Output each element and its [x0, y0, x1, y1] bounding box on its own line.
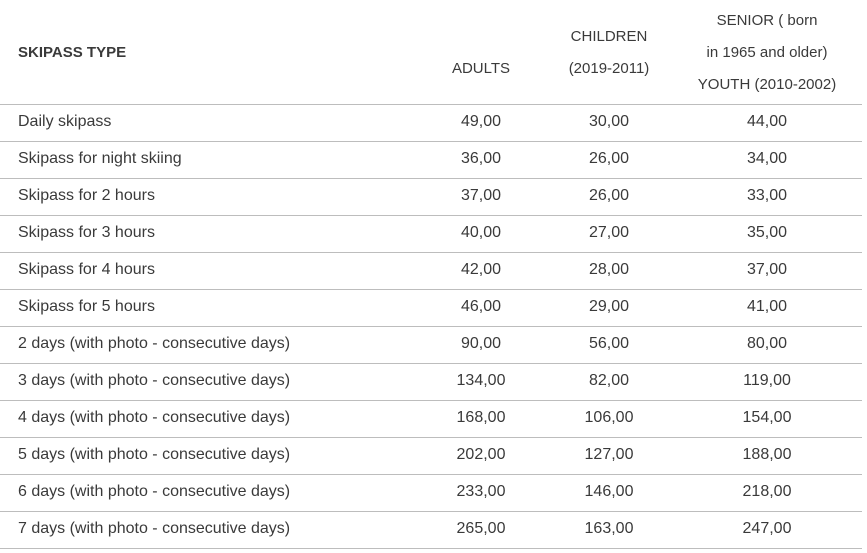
row-label: Skipass for 2 hours: [18, 187, 155, 204]
price: 188,00: [742, 446, 792, 463]
row-label: 5 days (with photo - consecutive days): [18, 446, 291, 463]
row-label: 2 days (with photo - consecutive days): [18, 335, 291, 352]
price: 127,00: [584, 446, 634, 463]
price: 49,00: [460, 113, 502, 130]
price: 40,00: [460, 224, 502, 241]
row-divider: [0, 289, 862, 290]
row-label: Skipass for 3 hours: [18, 224, 155, 241]
price: 35,00: [746, 224, 788, 241]
row-divider: [0, 141, 862, 142]
price: 37,00: [746, 261, 788, 278]
price: 33,00: [746, 187, 788, 204]
header-line: (2019-2011): [568, 60, 650, 77]
price: 146,00: [584, 483, 634, 500]
row-label: Skipass for 4 hours: [18, 261, 155, 278]
price: 30,00: [588, 113, 630, 130]
row-label: 3 days (with photo - consecutive days): [18, 372, 291, 389]
price: 44,00: [746, 113, 788, 130]
price: 34,00: [746, 150, 788, 167]
column-header: SKIPASS TYPE: [18, 37, 418, 69]
price: 202,00: [456, 446, 506, 463]
row-divider: [0, 548, 862, 549]
header-line: YOUTH (2010-2002): [697, 76, 837, 93]
row-divider: [0, 178, 862, 179]
price: 26,00: [588, 150, 630, 167]
price: 106,00: [584, 409, 634, 426]
price: 163,00: [584, 520, 634, 537]
column-header: SENIOR ( born in 1965 and older) YOUTH (20…: [676, 5, 858, 101]
row-divider: [0, 215, 862, 216]
row-divider: [0, 363, 862, 364]
column-header: CHILDREN (2019-2011): [542, 21, 676, 85]
price: 41,00: [746, 298, 788, 315]
price: 80,00: [746, 335, 788, 352]
row-divider: [0, 326, 862, 327]
price: 37,00: [460, 187, 502, 204]
row-divider: [0, 437, 862, 438]
price: 27,00: [588, 224, 630, 241]
column-header: ADULTS: [420, 53, 542, 85]
header-line: in 1965 and older): [706, 44, 828, 61]
row-label: Skipass for 5 hours: [18, 298, 155, 315]
row-label: 4 days (with photo - consecutive days): [18, 409, 291, 426]
price: 29,00: [588, 298, 630, 315]
price: 46,00: [460, 298, 502, 315]
row-divider: [0, 511, 862, 512]
header-line: CHILDREN: [570, 28, 648, 45]
row-divider: [0, 400, 862, 401]
row-label: 7 days (with photo - consecutive days): [18, 520, 291, 537]
price: 154,00: [742, 409, 792, 426]
header-divider: [0, 104, 862, 105]
price: 265,00: [456, 520, 506, 537]
row-label: Daily skipass: [18, 113, 112, 130]
price: 119,00: [743, 372, 791, 389]
row-divider: [0, 474, 862, 475]
price: 247,00: [742, 520, 792, 537]
price: 28,00: [588, 261, 630, 278]
price: 36,00: [460, 150, 502, 167]
price: 90,00: [460, 335, 502, 352]
price: 26,00: [588, 187, 630, 204]
price: 82,00: [588, 372, 630, 389]
price: 56,00: [588, 335, 630, 352]
price: 168,00: [456, 409, 506, 426]
price: 42,00: [460, 261, 502, 278]
header-line: SENIOR ( born: [716, 12, 818, 29]
row-divider: [0, 252, 862, 253]
price: 218,00: [742, 483, 792, 500]
header-line: ADULTS: [451, 60, 511, 77]
price: 233,00: [456, 483, 506, 500]
row-label: 6 days (with photo - consecutive days): [18, 483, 291, 500]
header-line: SKIPASS TYPE: [18, 44, 127, 61]
row-label: Skipass for night skiing: [18, 150, 182, 167]
price: 134,00: [456, 372, 506, 389]
